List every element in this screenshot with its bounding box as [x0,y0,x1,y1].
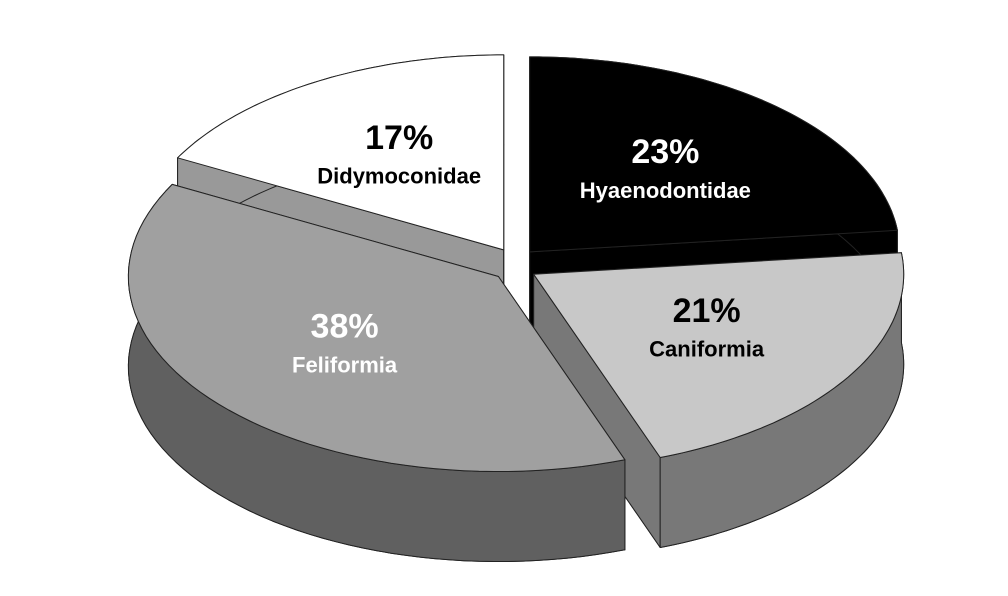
category-label: Feliformia [292,353,398,378]
value-label: 38% [311,308,379,346]
slice [127,183,626,562]
slice-top [533,252,905,458]
category-label: Didymoconidae [317,164,481,189]
slice-top [127,183,626,472]
value-label: 17% [365,119,433,157]
value-label: 23% [631,133,699,171]
slice-top [177,54,505,251]
value-label: 21% [673,292,741,330]
slice-top [529,56,898,253]
slice [533,252,905,548]
category-label: Caniformia [649,337,765,362]
category-label: Hyaenodontidae [580,178,751,203]
